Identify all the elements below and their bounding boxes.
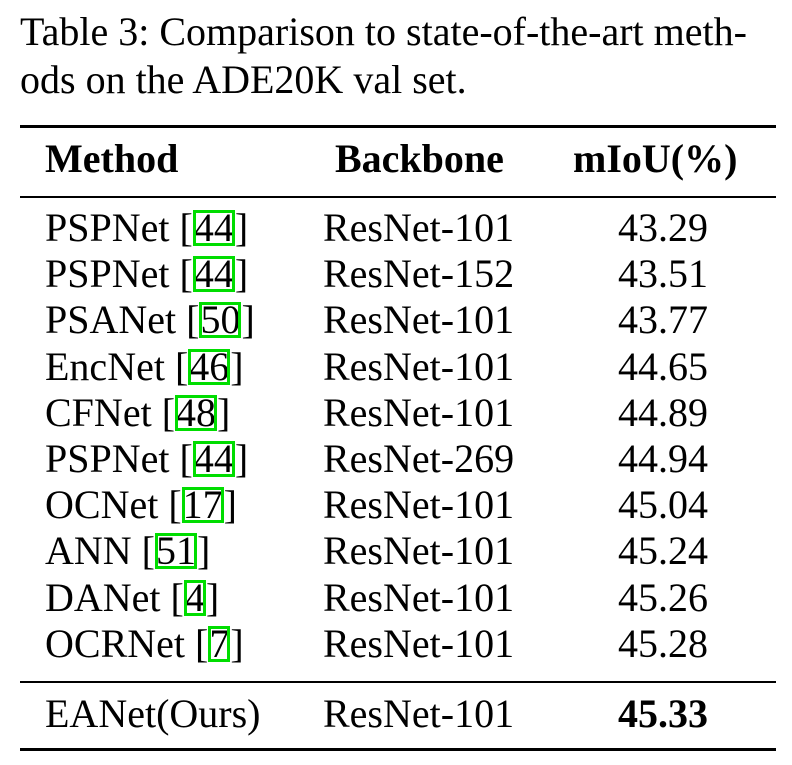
- citation-link[interactable]: 50: [199, 297, 242, 343]
- table-row: OCNet [17] ResNet-101 45.04: [0, 482, 792, 528]
- citation-link[interactable]: 46: [188, 343, 231, 389]
- row-miou: 45.04: [618, 482, 708, 528]
- method-name: CFNet: [45, 389, 152, 435]
- ours-miou: 45.33: [618, 691, 708, 736]
- ours-backbone: ResNet-101: [323, 691, 515, 736]
- row-backbone: ResNet-101: [323, 297, 515, 343]
- table-caption: Table 3: Comparison to state-of-the-art …: [20, 8, 780, 104]
- ours-method: EANet(Ours): [45, 691, 261, 736]
- row-method: PSPNet [44]: [45, 436, 249, 481]
- table-top-rule: [20, 125, 776, 128]
- table-row: PSANet [50] ResNet-101 43.77: [0, 297, 792, 343]
- table-row: ANN [51] ResNet-101 45.24: [0, 528, 792, 574]
- method-name: EncNet: [45, 343, 165, 389]
- header-miou: mIoU(%): [573, 136, 738, 181]
- method-name: DANet: [45, 574, 161, 620]
- table-row: CFNet [48] ResNet-101 44.89: [0, 390, 792, 436]
- row-backbone: ResNet-152: [323, 251, 515, 297]
- method-name: PSPNet: [45, 205, 170, 250]
- header-backbone: Backbone: [335, 136, 504, 181]
- row-miou: 45.26: [618, 574, 708, 620]
- table-bottom-rule: [20, 748, 776, 751]
- row-miou: 44.65: [618, 343, 708, 389]
- table-row: EncNet [46] ResNet-101 44.65: [0, 344, 792, 390]
- citation-link[interactable]: 7: [208, 620, 231, 666]
- table-row-ours: EANet(Ours) ResNet-101 45.33: [0, 691, 792, 737]
- row-backbone: ResNet-101: [323, 482, 515, 528]
- method-name: ANN: [45, 528, 132, 574]
- table-row: PSPNet [44] ResNet-152 43.51: [0, 251, 792, 297]
- citation-link[interactable]: 17: [181, 482, 224, 528]
- table-row: DANet [4] ResNet-101 45.26: [0, 575, 792, 621]
- citation-link[interactable]: 44: [192, 205, 235, 250]
- citation-link[interactable]: 44: [192, 251, 235, 297]
- row-method: EncNet [46]: [45, 343, 244, 389]
- row-method: CFNet [48]: [45, 389, 231, 435]
- citation-link[interactable]: 4: [183, 574, 206, 620]
- row-backbone: ResNet-269: [323, 436, 515, 481]
- row-miou: 45.28: [618, 620, 708, 666]
- method-name: PSPNet: [45, 251, 170, 297]
- row-backbone: ResNet-101: [323, 574, 515, 620]
- row-miou: 43.29: [618, 205, 708, 250]
- row-method: PSPNet [44]: [45, 251, 249, 297]
- table-row: OCRNet [7] ResNet-101 45.28: [0, 621, 792, 667]
- citation-link[interactable]: 48: [175, 389, 218, 435]
- citation-link[interactable]: 51: [155, 528, 197, 574]
- citation-link[interactable]: 44: [192, 436, 235, 481]
- row-method: OCNet [17]: [45, 482, 237, 528]
- caption-line-2: ods on the ADE20K val set.: [20, 57, 467, 102]
- method-name: OCRNet: [45, 620, 185, 666]
- table-header-rule: [20, 196, 776, 198]
- row-method: PSANet [50]: [45, 297, 255, 343]
- row-method: DANet [4]: [45, 574, 220, 620]
- row-miou: 44.89: [618, 389, 708, 435]
- row-miou: 43.77: [618, 297, 708, 343]
- row-backbone: ResNet-101: [323, 389, 515, 435]
- table-separator-rule: [20, 681, 776, 683]
- method-name: OCNet: [45, 482, 159, 528]
- header-method: Method: [45, 136, 179, 181]
- row-backbone: ResNet-101: [323, 528, 515, 574]
- table-header-row: Method Backbone mIoU(%): [0, 136, 792, 182]
- row-method: OCRNet [7]: [45, 620, 244, 666]
- table-row: PSPNet [44] ResNet-269 44.94: [0, 436, 792, 482]
- method-name: PSPNet: [45, 436, 170, 481]
- method-name: PSANet: [45, 297, 177, 343]
- table-row: PSPNet [44] ResNet-101 43.29: [0, 205, 792, 251]
- caption-line-1: Table 3: Comparison to state-of-the-art …: [20, 9, 747, 54]
- row-backbone: ResNet-101: [323, 205, 515, 250]
- row-miou: 45.24: [618, 528, 708, 574]
- row-method: PSPNet [44]: [45, 205, 249, 250]
- row-method: ANN [51]: [45, 528, 211, 574]
- row-miou: 43.51: [618, 251, 708, 297]
- row-miou: 44.94: [618, 436, 708, 481]
- row-backbone: ResNet-101: [323, 343, 515, 389]
- row-backbone: ResNet-101: [323, 620, 515, 666]
